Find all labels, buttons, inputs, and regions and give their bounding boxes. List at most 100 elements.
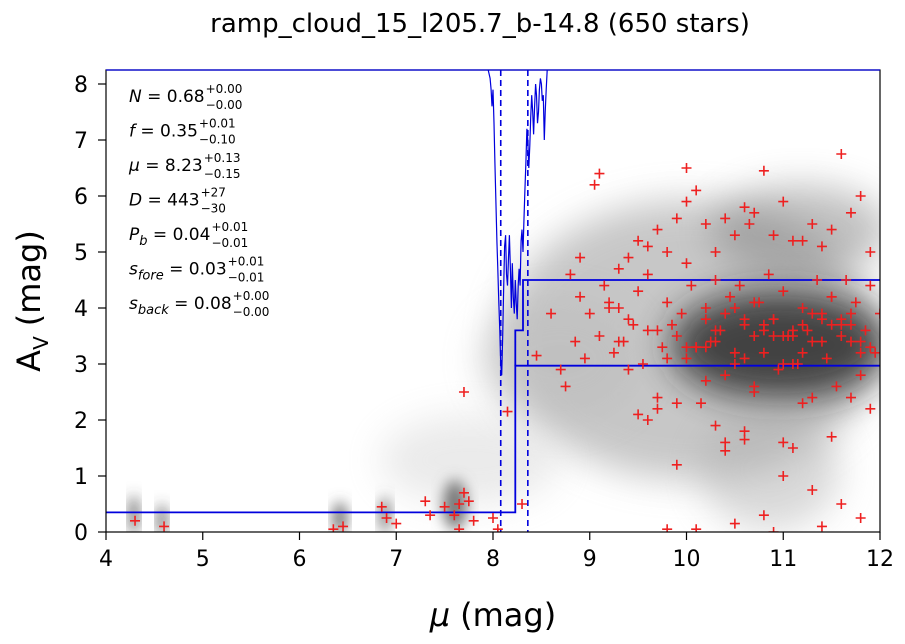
star-marker-110 <box>749 207 760 218</box>
star-marker-166 <box>700 342 711 353</box>
param-0: N = 0.68 <box>129 87 205 107</box>
star-marker-44 <box>666 319 677 330</box>
star-marker-157 <box>845 308 856 319</box>
star-marker-7 <box>420 496 431 507</box>
star-marker-143 <box>700 375 711 386</box>
star-marker-161 <box>739 314 750 325</box>
x-tick-label-1: 5 <box>196 547 210 572</box>
star-marker-182 <box>691 342 702 353</box>
star-marker-162 <box>671 331 682 341</box>
star-marker-104 <box>845 207 856 218</box>
star-marker-187 <box>700 314 711 325</box>
star-marker-102 <box>768 230 779 241</box>
star-marker-58 <box>734 280 745 291</box>
param-name-1: f <box>129 122 138 142</box>
param-lower-5: −0.01 <box>228 271 265 285</box>
star-marker-106 <box>729 230 740 241</box>
param-eq-3: = 443 <box>142 191 200 211</box>
star-marker-179 <box>710 336 721 347</box>
star-marker-122 <box>671 459 682 470</box>
param-eq-1: = 0.35 <box>135 122 198 142</box>
star-marker-85 <box>865 280 876 291</box>
star-marker-2 <box>328 524 339 532</box>
star-marker-151 <box>836 314 847 325</box>
star-marker-119 <box>739 434 750 445</box>
star-marker-180 <box>778 331 789 341</box>
star-marker-71 <box>797 303 808 313</box>
star-marker-100 <box>613 263 624 274</box>
star-marker-57 <box>729 359 740 369</box>
star-marker-132 <box>729 518 740 529</box>
star-marker-25 <box>570 336 581 347</box>
star-marker-13 <box>463 496 474 507</box>
star-marker-11 <box>454 499 465 509</box>
star-marker-14 <box>468 515 479 526</box>
star-marker-130 <box>768 527 779 532</box>
param-name-5: s <box>129 260 138 280</box>
x-axis-symbol: μ <box>429 596 450 634</box>
star-markers <box>130 149 880 532</box>
param-lower-2: −0.15 <box>204 167 241 181</box>
star-marker-98 <box>691 185 702 196</box>
star-marker-155 <box>662 353 673 364</box>
star-marker-152 <box>729 347 740 358</box>
star-marker-94 <box>720 213 731 224</box>
star-marker-176 <box>652 325 663 336</box>
y-tick-label-6: 6 <box>74 185 88 210</box>
x-axis: 4 5 6 7 8 9 10 11 12 <box>99 532 894 572</box>
y-axis-letter: A <box>10 350 48 372</box>
param-upper-3: +27 <box>201 186 226 200</box>
star-marker-27 <box>579 353 590 364</box>
star-marker-172 <box>836 331 847 341</box>
star-marker-139 <box>826 431 837 442</box>
x-tick-label-6: 10 <box>673 547 701 572</box>
x-tick-label-8: 12 <box>866 547 894 572</box>
star-marker-38 <box>633 286 644 297</box>
star-marker-164 <box>749 297 760 308</box>
star-marker-144 <box>865 403 876 414</box>
star-marker-76 <box>821 353 832 364</box>
posterior-trace-line <box>487 70 548 376</box>
y-tick-label-0: 0 <box>74 521 88 546</box>
param-upper-6: +0.00 <box>233 289 270 303</box>
x-tick-label-5: 9 <box>583 547 597 572</box>
star-marker-105 <box>710 247 721 257</box>
density-blob-left <box>480 300 640 420</box>
star-marker-12 <box>458 387 469 397</box>
star-marker-51 <box>700 303 711 313</box>
star-marker-190 <box>787 359 798 369</box>
star-marker-15 <box>454 524 465 532</box>
star-marker-123 <box>778 471 789 481</box>
star-marker-189 <box>749 331 760 341</box>
y-axis-title: AV (mag) <box>10 230 53 372</box>
star-marker-158 <box>816 336 827 347</box>
star-marker-31 <box>599 280 610 291</box>
star-marker-19 <box>502 406 513 417</box>
star-marker-97 <box>778 196 789 207</box>
star-marker-83 <box>855 370 866 381</box>
param-sub-6: back <box>138 303 169 318</box>
star-marker-99 <box>652 224 663 235</box>
star-marker-48 <box>686 280 697 291</box>
star-marker-10 <box>449 510 460 521</box>
star-marker-41 <box>652 392 663 403</box>
star-marker-88 <box>594 168 605 179</box>
star-marker-135 <box>710 420 721 431</box>
chart-title: ramp_cloud_15_l205.7_b-14.8 (650 stars) <box>210 9 750 39</box>
star-marker-138 <box>739 426 750 437</box>
param-eq-2: = 8.23 <box>140 156 203 176</box>
param-upper-4: +0.01 <box>211 220 248 234</box>
param-sub-4: b <box>139 234 147 249</box>
star-marker-87 <box>875 308 880 319</box>
star-marker-168 <box>720 308 731 319</box>
star-marker-108 <box>855 191 866 201</box>
star-marker-142 <box>642 415 653 425</box>
param-sub-5: fore <box>138 269 164 284</box>
param-eq-0: = 0.68 <box>142 87 205 107</box>
star-marker-45 <box>671 398 682 409</box>
star-marker-127 <box>662 524 673 532</box>
star-marker-47 <box>681 258 692 269</box>
model-step-line <box>106 364 880 514</box>
star-marker-115 <box>826 224 837 235</box>
star-marker-116 <box>865 247 876 257</box>
